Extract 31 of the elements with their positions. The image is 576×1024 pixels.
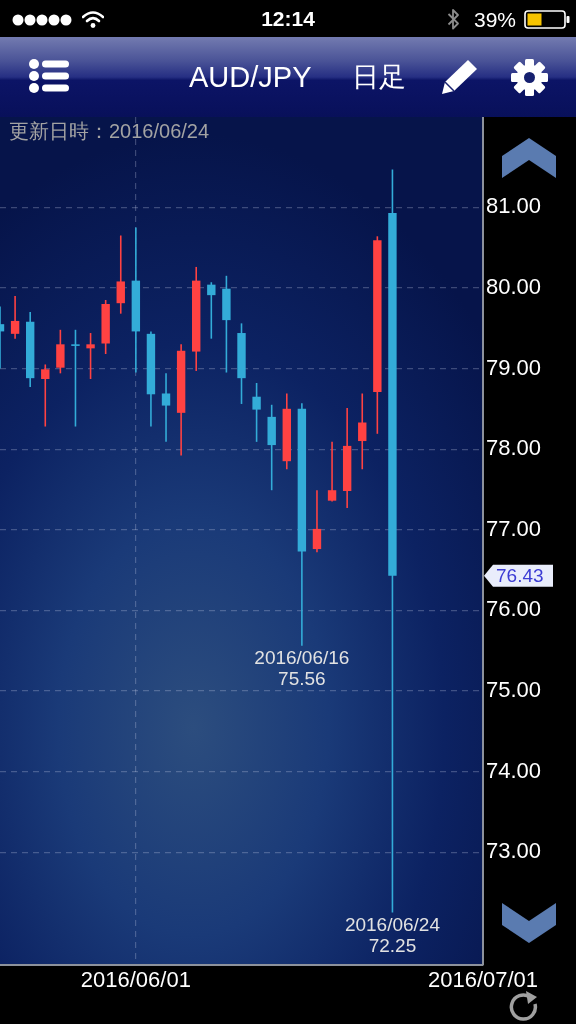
y-tick-label: 80.00 xyxy=(486,273,542,299)
x-tick-label: 2016/07/01 xyxy=(427,967,539,993)
annotation: 更新日時：2016/06/24 xyxy=(9,119,210,143)
text: 76.43 xyxy=(496,564,544,586)
candlestick xyxy=(56,329,65,375)
chart-title: AUD/JPY xyxy=(189,60,312,94)
annotation: 2016/06/24 72.25 xyxy=(344,913,441,956)
y-tick-label: 75.00 xyxy=(486,676,542,702)
candlestick xyxy=(252,382,261,443)
y-tick-label: 78.00 xyxy=(486,435,542,461)
annotation: 2016/06/16 75.56 xyxy=(254,646,350,689)
y-tick-label: 77.00 xyxy=(486,515,542,541)
candlestick xyxy=(358,392,367,471)
y-tick-label: 73.00 xyxy=(486,838,542,864)
candlestick xyxy=(10,295,20,340)
candlestick xyxy=(41,363,50,428)
x-tick-label: 2016/06/01 xyxy=(80,967,191,993)
y-tick-label: 76.00 xyxy=(486,596,542,622)
chart-subtitle: 日足 xyxy=(352,61,406,94)
candlestick xyxy=(207,281,216,340)
candlestick xyxy=(161,372,171,443)
y-tick-label: 81.00 xyxy=(486,193,542,219)
y-tick-label: 74.00 xyxy=(486,757,542,783)
candlestick xyxy=(116,234,125,315)
candlestick xyxy=(327,441,337,503)
candlestick xyxy=(86,332,95,380)
y-tick-label: 79.00 xyxy=(486,354,542,380)
text: 12:14 xyxy=(261,7,315,30)
text: 39% xyxy=(474,8,517,32)
candlestick xyxy=(71,329,80,428)
candlestick xyxy=(312,489,322,554)
